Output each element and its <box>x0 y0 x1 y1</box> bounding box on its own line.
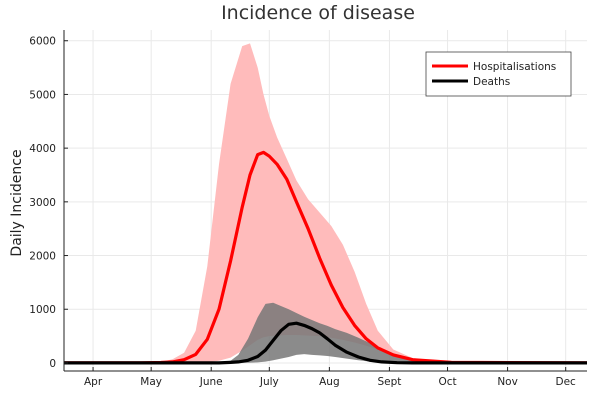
series-line-hospitalisations <box>64 150 588 365</box>
y-tick-label: 5000 <box>29 89 56 101</box>
y-tick-label: 0 <box>49 358 56 370</box>
y-axis-label: Daily Incidence <box>9 149 25 256</box>
x-tick-label: Aug <box>319 376 340 388</box>
x-tick-label: Apr <box>84 376 103 388</box>
y-tick-label: 1000 <box>29 304 56 316</box>
confidence-bands <box>64 43 587 363</box>
x-tick-label: June <box>199 376 223 388</box>
x-tick-label: July <box>259 376 279 388</box>
x-tick-label: Nov <box>497 376 518 388</box>
x-tick-label: Oct <box>438 376 456 388</box>
x-tick-label: Dec <box>556 376 577 388</box>
axes: 0 1000 2000 3000 4000 5000 6000 Apr May June July A… <box>29 30 587 388</box>
x-tick-label: Sept <box>377 376 401 388</box>
y-tick-label: 6000 <box>29 36 56 48</box>
band-deaths <box>64 302 587 363</box>
chart-title: Incidence of disease <box>221 2 415 24</box>
legend-box <box>425 51 572 97</box>
legend-label-hospitalisations: Hospitalisations <box>473 61 556 73</box>
y-tick-label: 4000 <box>29 143 56 155</box>
series-lines <box>64 150 588 365</box>
band-hospitalisations <box>64 43 587 363</box>
legend-label-deaths: Deaths <box>473 76 510 88</box>
legend: Hospitalisations Deaths <box>425 51 572 97</box>
y-tick-label: 2000 <box>29 251 56 263</box>
x-tick-label: May <box>140 376 162 388</box>
grid <box>64 30 587 371</box>
y-tick-label: 3000 <box>29 197 56 209</box>
series-line-deaths <box>64 321 587 365</box>
